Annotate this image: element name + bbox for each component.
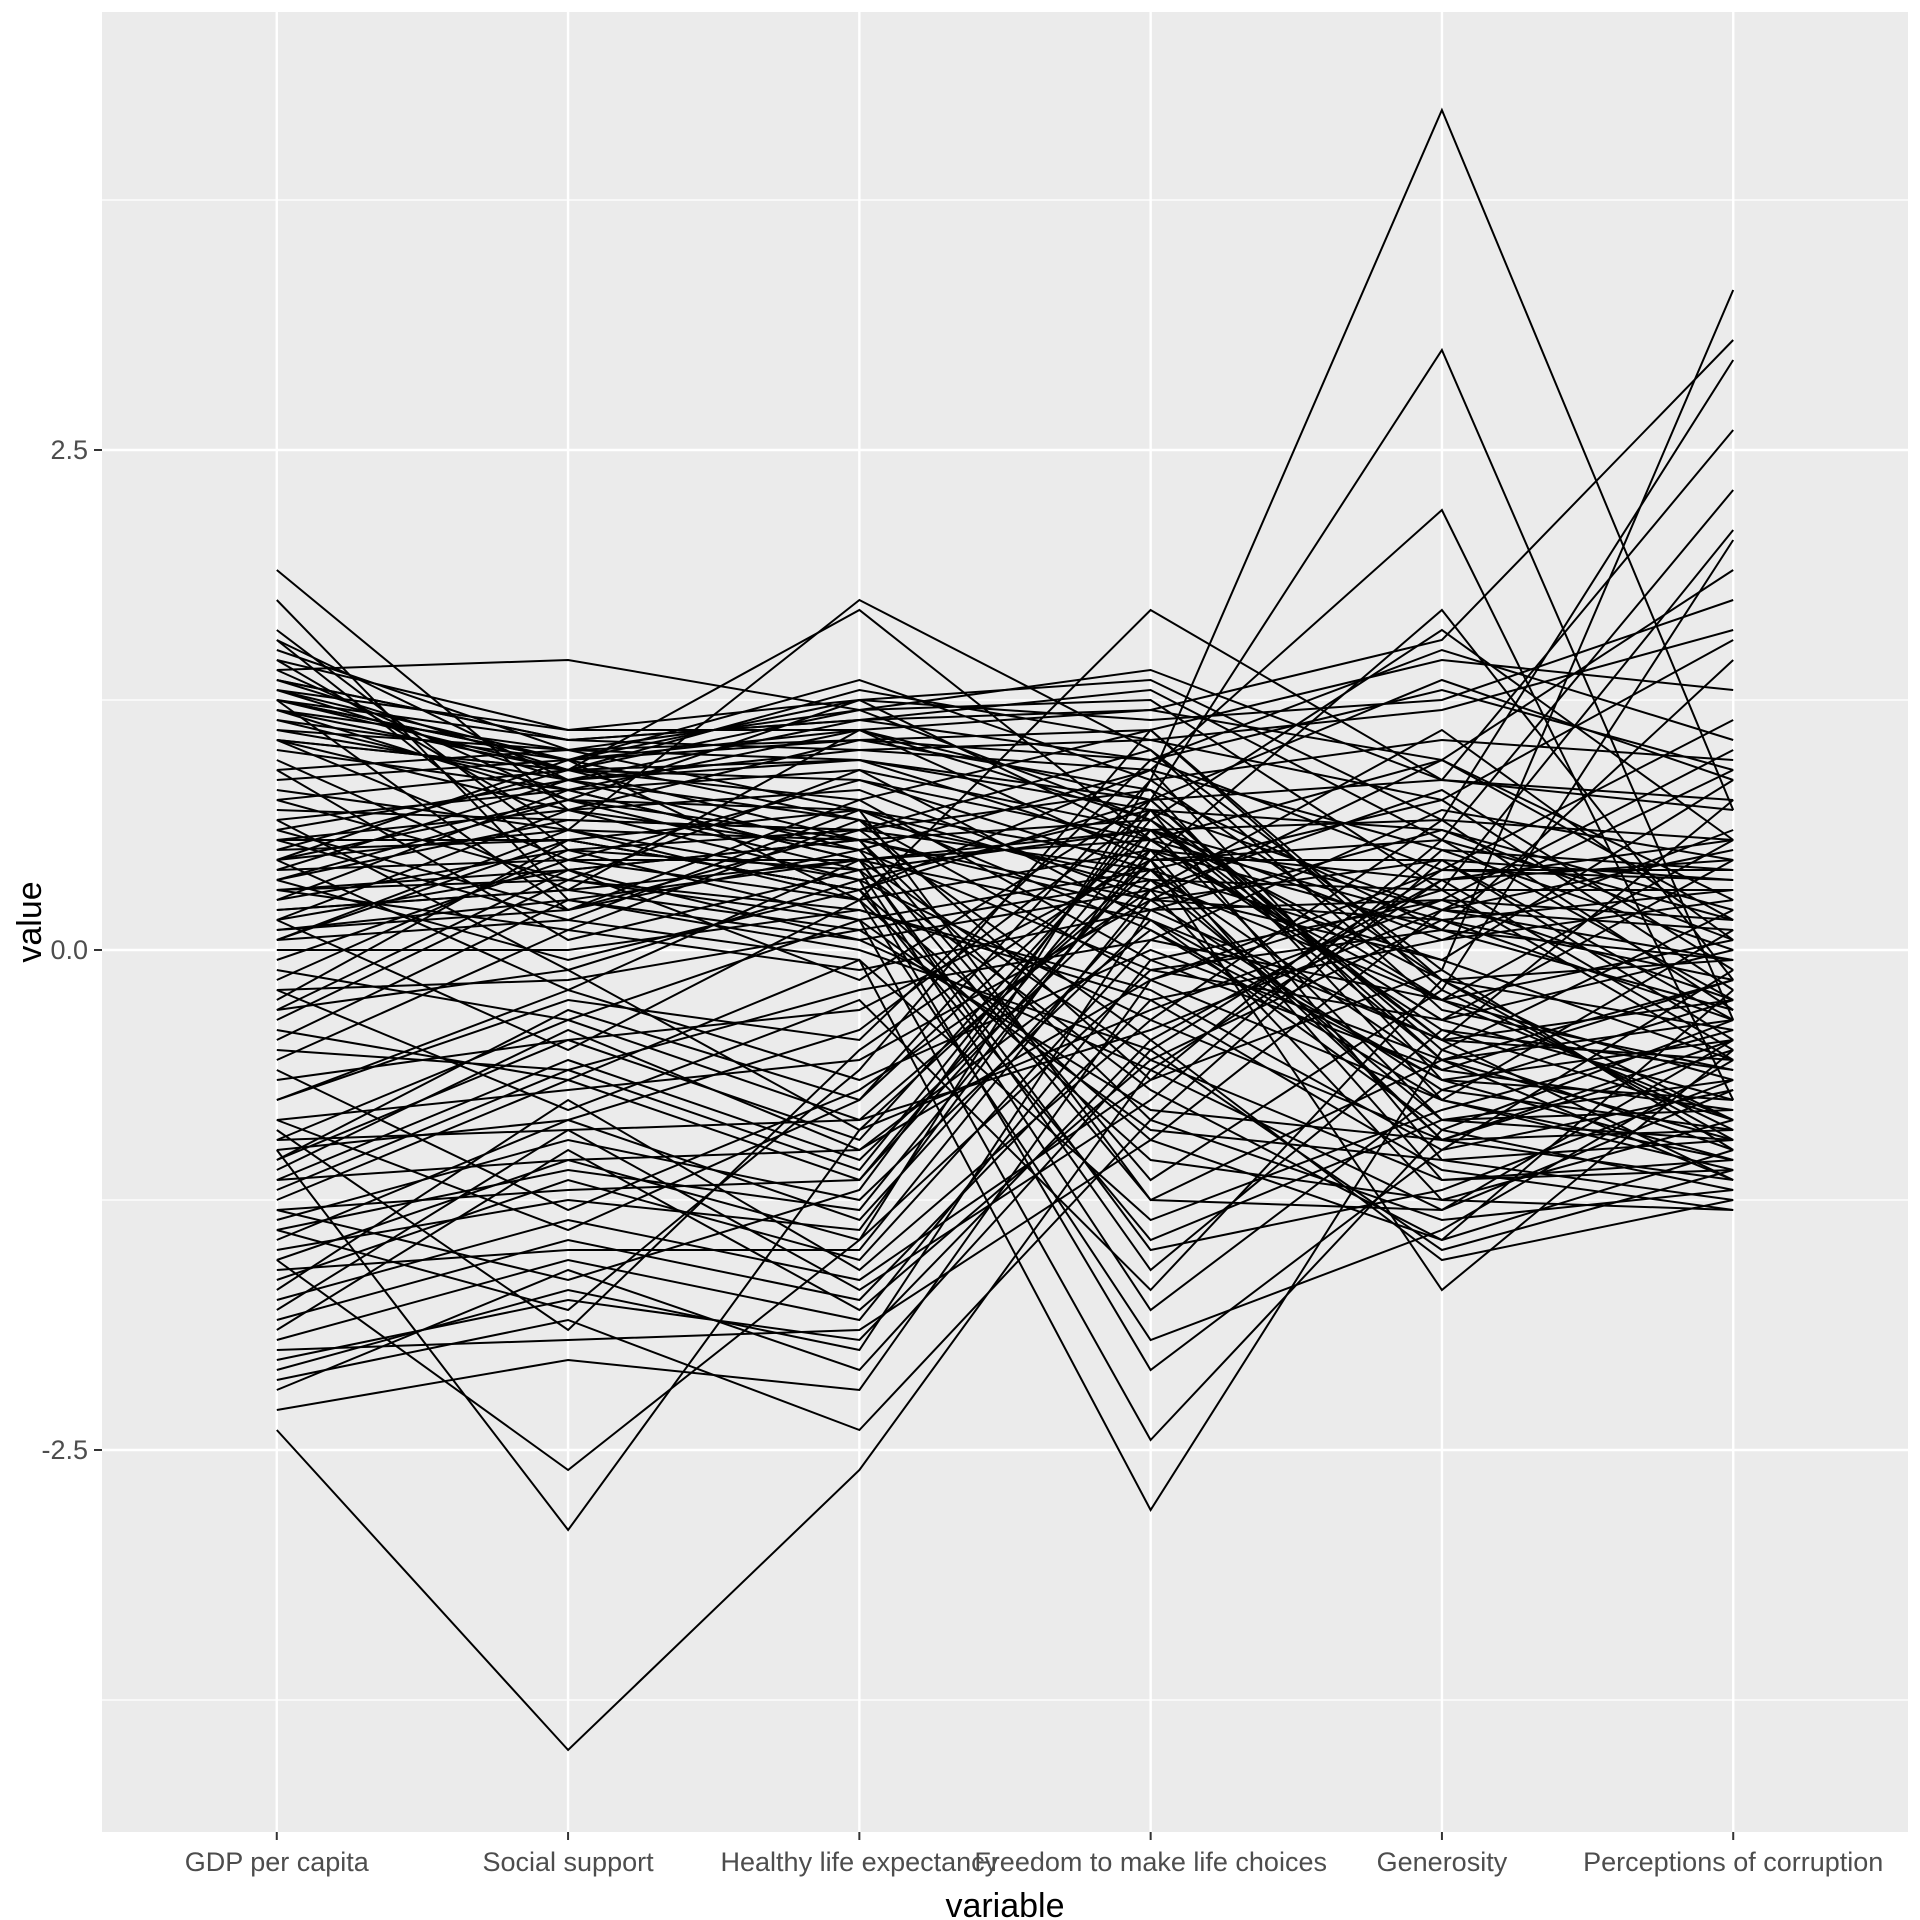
- x-axis-title: variable: [945, 1887, 1064, 1920]
- data-line: [276, 818, 1734, 1161]
- data-line: [276, 839, 1734, 1752]
- data-line: [276, 898, 1734, 1532]
- data-line: [276, 429, 1734, 782]
- data-line: [276, 859, 1734, 1361]
- y-tick-label: 0.0: [50, 935, 88, 965]
- x-tick-label: Social support: [483, 1847, 655, 1877]
- data-line: [276, 107, 1735, 1161]
- panel-background: [102, 12, 1908, 1832]
- data-line: [276, 858, 1734, 1292]
- data-line: [276, 898, 1734, 1252]
- data-line: [276, 868, 1734, 1181]
- x-tick-label: GDP per capita: [185, 1847, 370, 1877]
- data-line: [276, 788, 1734, 1212]
- y-axis-title: value: [11, 881, 49, 962]
- data-line: [276, 748, 1734, 1161]
- data-line: [276, 819, 1734, 1372]
- x-tick-label: Perceptions of corruption: [1583, 1847, 1883, 1877]
- data-line: [276, 709, 1734, 991]
- data-line: [276, 889, 1734, 1411]
- x-tick-label: Healthy life expectancy: [721, 1847, 999, 1877]
- data-line: [276, 639, 1734, 872]
- data-line: [276, 728, 1734, 1031]
- data-line: [276, 878, 1734, 1181]
- data-line: [276, 838, 1734, 1301]
- data-line: [276, 699, 1734, 1022]
- data-line: [276, 608, 1734, 902]
- data-line: [276, 878, 1734, 1211]
- data-line: [276, 848, 1734, 1231]
- data-line: [276, 848, 1734, 1311]
- data-line: [276, 848, 1734, 1332]
- data-line: [276, 629, 1734, 752]
- data-line: [276, 818, 1734, 1291]
- data-line: [276, 339, 1734, 742]
- data-line: [276, 858, 1734, 1252]
- data-line: [276, 347, 1735, 1021]
- data-line: [276, 868, 1734, 1111]
- data-line: [276, 639, 1734, 912]
- data-line: [276, 508, 1735, 1101]
- data-line: [276, 948, 1734, 1101]
- data-line: [276, 729, 1734, 1051]
- data-line: [276, 828, 1734, 1232]
- data-line: [276, 569, 1734, 762]
- data-line: [276, 849, 1734, 1351]
- y-tick-label: 2.5: [50, 435, 88, 465]
- data-line: [276, 858, 1734, 1432]
- data-line: [276, 808, 1734, 1212]
- data-line: [276, 828, 1734, 1371]
- data-line: [276, 608, 1734, 1022]
- data-line: [276, 648, 1734, 762]
- data-line: [276, 928, 1734, 1171]
- x-tick-label: Generosity: [1377, 1847, 1508, 1877]
- data-line: [276, 869, 1734, 1391]
- data-line: [276, 678, 1734, 782]
- data-line: [276, 848, 1734, 1162]
- data-line: [276, 898, 1734, 1342]
- data-line: [276, 769, 1734, 1312]
- y-tick-label: -2.5: [41, 1435, 88, 1465]
- x-tick-label: Freedom to make life choices: [974, 1847, 1327, 1877]
- data-line: [276, 808, 1734, 1151]
- data-line: [276, 289, 1735, 972]
- data-line: [276, 928, 1734, 1472]
- data-line: [276, 938, 1734, 1281]
- data-line: [276, 728, 1734, 1002]
- data-line: [276, 918, 1734, 1221]
- data-line: [276, 798, 1734, 1072]
